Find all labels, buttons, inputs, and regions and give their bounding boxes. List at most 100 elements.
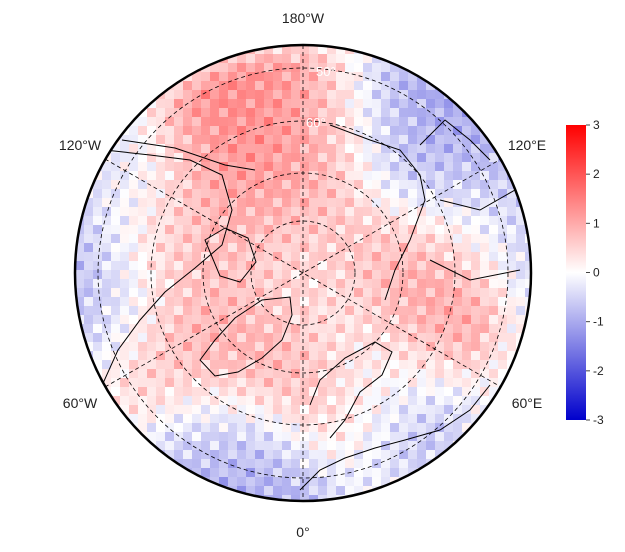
anomaly-cell bbox=[183, 441, 193, 451]
anomaly-cell bbox=[408, 351, 418, 361]
anomaly-cell bbox=[390, 423, 400, 433]
anomaly-cell bbox=[201, 324, 211, 334]
anomaly-cell bbox=[318, 90, 328, 100]
anomaly-cell bbox=[210, 252, 220, 262]
anomaly-cell bbox=[327, 306, 337, 316]
anomaly-cell bbox=[327, 405, 337, 415]
anomaly-cell bbox=[192, 153, 202, 163]
anomaly-cell bbox=[345, 297, 355, 307]
anomaly-cell bbox=[192, 351, 202, 361]
anomaly-cell bbox=[174, 81, 184, 91]
anomaly-cell bbox=[309, 171, 319, 181]
anomaly-cell bbox=[345, 162, 355, 172]
anomaly-cell bbox=[255, 225, 265, 235]
anomaly-cell bbox=[453, 369, 463, 379]
anomaly-cell bbox=[498, 99, 508, 109]
anomaly-cell bbox=[255, 117, 265, 127]
anomaly-cell bbox=[336, 162, 346, 172]
anomaly-cell bbox=[120, 333, 130, 343]
anomaly-cell bbox=[327, 117, 337, 127]
anomaly-cell bbox=[309, 135, 319, 145]
anomaly-cell bbox=[390, 207, 400, 217]
anomaly-cell bbox=[219, 306, 229, 316]
anomaly-cell bbox=[453, 135, 463, 145]
anomaly-cell bbox=[201, 162, 211, 172]
anomaly-cell bbox=[480, 306, 490, 316]
anomaly-cell bbox=[228, 45, 238, 55]
anomaly-cell bbox=[156, 252, 166, 262]
anomaly-cell bbox=[183, 486, 193, 496]
anomaly-cell bbox=[327, 207, 337, 217]
anomaly-cell bbox=[399, 360, 409, 370]
anomaly-cell bbox=[93, 441, 103, 451]
anomaly-cell bbox=[462, 117, 472, 127]
anomaly-cell bbox=[147, 135, 157, 145]
anomaly-cell bbox=[264, 459, 274, 469]
anomaly-cell bbox=[309, 297, 319, 307]
anomaly-cell bbox=[165, 207, 175, 217]
anomaly-cell bbox=[75, 495, 85, 501]
anomaly-cell bbox=[147, 468, 157, 478]
anomaly-cell bbox=[399, 315, 409, 325]
anomaly-cell bbox=[390, 432, 400, 442]
anomaly-cell bbox=[138, 207, 148, 217]
anomaly-cell bbox=[453, 378, 463, 388]
anomaly-cell bbox=[444, 108, 454, 118]
anomaly-cell bbox=[237, 81, 247, 91]
anomaly-cell bbox=[426, 360, 436, 370]
anomaly-cell bbox=[525, 153, 531, 163]
anomaly-cell bbox=[138, 477, 148, 487]
anomaly-cell bbox=[417, 135, 427, 145]
anomaly-cell bbox=[507, 99, 517, 109]
anomaly-cell bbox=[309, 144, 319, 154]
anomaly-cell bbox=[192, 243, 202, 253]
anomaly-cell bbox=[237, 225, 247, 235]
anomaly-cell bbox=[399, 81, 409, 91]
anomaly-cell bbox=[102, 63, 112, 73]
anomaly-cell bbox=[84, 450, 94, 460]
anomaly-cell bbox=[228, 180, 238, 190]
anomaly-cell bbox=[111, 243, 121, 253]
anomaly-cell bbox=[480, 72, 490, 82]
anomaly-cell bbox=[300, 117, 310, 127]
anomaly-cell bbox=[408, 81, 418, 91]
anomaly-cell bbox=[498, 288, 508, 298]
anomaly-cell bbox=[516, 99, 526, 109]
anomaly-cell bbox=[480, 297, 490, 307]
anomaly-cell bbox=[318, 144, 328, 154]
anomaly-cell bbox=[93, 90, 103, 100]
anomaly-cell bbox=[453, 333, 463, 343]
anomaly-cell bbox=[444, 468, 454, 478]
anomaly-cell bbox=[390, 198, 400, 208]
anomaly-cell bbox=[102, 486, 112, 496]
anomaly-cell bbox=[210, 117, 220, 127]
anomaly-cell bbox=[399, 423, 409, 433]
anomaly-cell bbox=[480, 189, 490, 199]
anomaly-cell bbox=[507, 72, 517, 82]
anomaly-cell bbox=[129, 144, 139, 154]
anomaly-cell bbox=[147, 432, 157, 442]
anomaly-cell bbox=[264, 432, 274, 442]
anomaly-cell bbox=[426, 63, 436, 73]
anomaly-cell bbox=[498, 135, 508, 145]
anomaly-cell bbox=[147, 189, 157, 199]
anomaly-cell bbox=[417, 81, 427, 91]
anomaly-cell bbox=[327, 126, 337, 136]
anomaly-cell bbox=[444, 423, 454, 433]
anomaly-cell bbox=[120, 189, 130, 199]
anomaly-cell bbox=[471, 81, 481, 91]
anomaly-cell bbox=[210, 270, 220, 280]
anomaly-cell bbox=[516, 243, 526, 253]
anomaly-cell bbox=[489, 351, 499, 361]
anomaly-cell bbox=[219, 459, 229, 469]
anomaly-cell bbox=[84, 477, 94, 487]
anomaly-cell bbox=[426, 189, 436, 199]
anomaly-cell bbox=[354, 396, 364, 406]
anomaly-cell bbox=[507, 198, 517, 208]
anomaly-cell bbox=[399, 450, 409, 460]
anomaly-cell bbox=[363, 207, 373, 217]
anomaly-cell bbox=[345, 198, 355, 208]
anomaly-cell bbox=[291, 135, 301, 145]
anomaly-cell bbox=[75, 297, 85, 307]
